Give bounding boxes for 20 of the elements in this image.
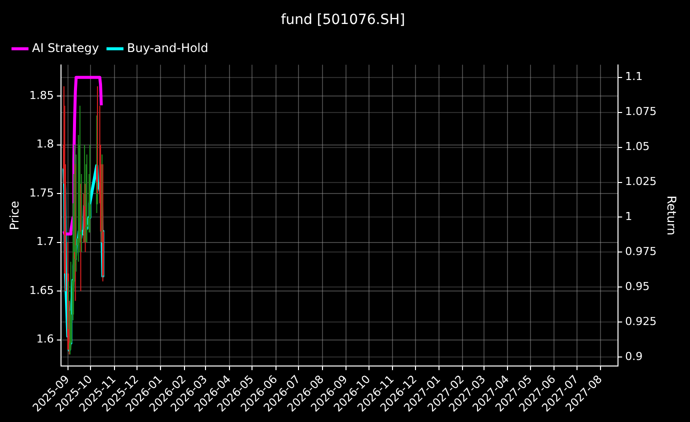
y2-tick-label: 0.975 (625, 245, 657, 258)
y2-axis-title: Return (664, 196, 679, 236)
y-tick-label: 1.65 (29, 284, 54, 297)
y-tick-label: 1.8 (36, 138, 54, 151)
y2-tick-label: 1.05 (625, 140, 650, 154)
y2-tick-label: 1.1 (625, 70, 643, 84)
y2-tick-label: 1.025 (625, 175, 657, 188)
y2-tick-label: 0.9 (625, 350, 643, 363)
legend-label: AI Strategy (32, 40, 99, 55)
y-tick-label: 1.85 (29, 88, 54, 102)
y2-tick-label: 0.925 (625, 314, 657, 328)
y-tick-label: 1.75 (29, 186, 54, 200)
y2-tick-label: 1 (625, 210, 632, 224)
legend-label: Buy-and-Hold (126, 40, 208, 55)
y-axis-title: Price (7, 200, 22, 230)
y-tick-label: 1.6 (36, 332, 54, 346)
y-tick-label: 1.7 (36, 235, 54, 248)
y2-tick-label: 1.075 (625, 105, 657, 118)
chart-title: fund [501076.SH] (280, 12, 406, 28)
y2-tick-label: 0.95 (625, 280, 650, 294)
